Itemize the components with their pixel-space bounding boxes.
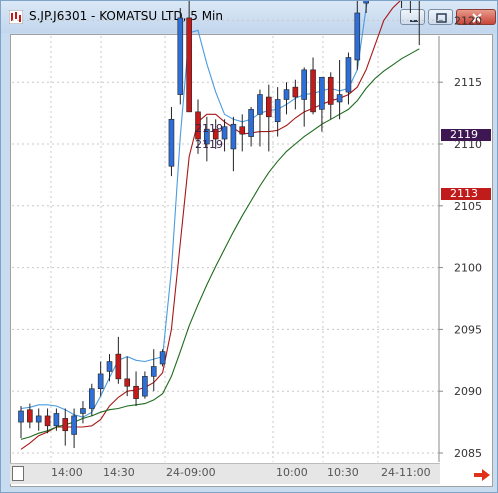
candle-body [195,111,201,140]
maximize-button[interactable] [428,9,453,25]
candle-body [292,86,299,98]
candle-body [159,351,166,365]
mid-ma-line [20,1,401,450]
candle-body [35,415,42,423]
x-tick-label: 10:30 [327,466,359,479]
slow-ma-line [20,48,420,440]
scroll-thumb[interactable] [12,466,24,481]
close-icon [472,13,482,23]
y-tick-label: 2085 [454,447,482,460]
candle-body [354,12,361,61]
candle-body [177,17,184,95]
candle-body [283,89,290,100]
candle-body [336,94,343,103]
candle-body [133,385,139,399]
close-button[interactable] [456,9,496,25]
y-tick-label: 2120 [454,14,482,27]
y-tick-label: 2095 [454,323,482,336]
candle-body [115,353,122,380]
maximize-icon [436,13,447,23]
current-price-tag: 2113 [441,188,491,200]
candle-body [106,361,113,372]
candle-body [44,415,51,427]
y-tick-label: 2110 [454,138,482,151]
x-tick-label: 24-11:00 [381,466,431,479]
x-tick-label: 10:00 [276,466,308,479]
x-tick-label: 14:00 [51,466,83,479]
fast-ma-line [20,1,369,418]
window-title: S.JP.J6301 - KOMATSU LTD, 5 Min [29,9,223,23]
price-annotation: 2119 [195,122,223,135]
candle-body [345,57,352,93]
candle-body [274,99,281,123]
candle-body [71,415,77,435]
last-price-tag: 2119 [441,129,491,141]
candle-body [186,17,192,113]
candle-body [89,388,95,409]
candle-body [248,109,254,137]
candle-body [363,1,369,4]
candle-body [27,409,33,423]
y-tick-label: 2105 [454,200,482,213]
candle-body [221,126,228,140]
candle-body [230,123,237,150]
candle-body [239,126,246,135]
candle-body [265,96,272,118]
candle-body [18,410,24,423]
candle-body [310,69,316,113]
candle-body [327,76,334,105]
candle-body [212,128,219,140]
candle-body [53,413,60,427]
candle-body [97,373,104,390]
y-tick-label: 2115 [454,76,482,89]
candle-body [168,118,175,167]
candle-body [142,376,148,397]
y-tick-label: 2090 [454,385,482,398]
candle-body [124,378,130,387]
x-tick-label: 24-09:00 [166,466,216,479]
candle-body [301,69,308,100]
scroll-right-arrow-icon[interactable] [473,468,491,482]
minimize-icon [410,20,418,22]
price-annotation: 2119 [195,138,223,151]
title-bar[interactable]: S.JP.J6301 - KOMATSU LTD, 5 Min [1,1,497,33]
candle-body [319,76,325,110]
candle-body [62,418,69,432]
candle-body [150,366,157,377]
horizontal-scrollbar[interactable] [10,463,440,484]
y-tick-label: 2100 [454,262,482,275]
candle-body [204,128,210,145]
x-tick-label: 14:30 [103,466,135,479]
candle-body [257,94,263,115]
candle-body [80,408,86,414]
